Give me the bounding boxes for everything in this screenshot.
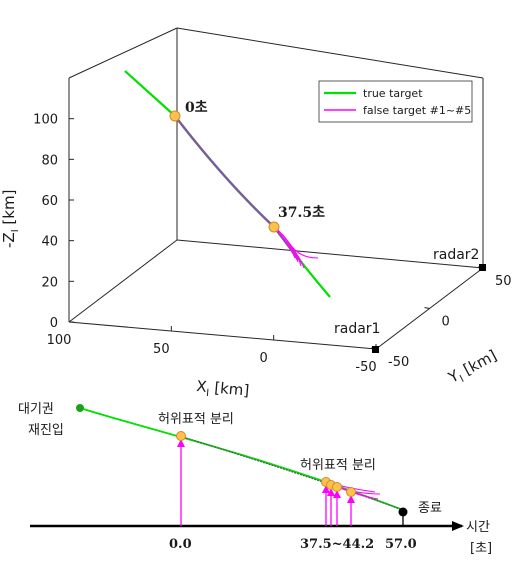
axis-line-top-left bbox=[68, 27, 178, 79]
axis-line-top-right bbox=[176, 27, 484, 79]
x-axis-label: XI [km] bbox=[195, 377, 250, 403]
time-tick-1: 37.5~44.2 bbox=[300, 537, 374, 552]
annotation-0s: 0초 bbox=[185, 100, 208, 116]
legend-label-true: true target bbox=[363, 87, 423, 100]
time-axis-label-line1: 시간 bbox=[466, 520, 490, 535]
true-target-path-pre bbox=[124, 70, 176, 117]
time-axis-label-line2: [초] bbox=[470, 541, 492, 556]
event-marker-0s bbox=[169, 110, 181, 122]
z-tick-label-5: 100 bbox=[33, 113, 58, 128]
z-tick-label-2: 40 bbox=[41, 235, 58, 250]
time-tick-0: 0.0 bbox=[169, 537, 192, 552]
radar1-marker bbox=[372, 346, 379, 353]
end-marker bbox=[398, 507, 408, 517]
separation-marker-1 bbox=[176, 431, 186, 441]
radar2-label: radar2 bbox=[433, 247, 479, 263]
y-tick-label-1: 0 bbox=[442, 315, 450, 330]
time-axis-label: 시간 [초] bbox=[466, 520, 494, 556]
radar2-marker bbox=[479, 264, 486, 271]
z-tick-label-0: 0 bbox=[50, 316, 58, 331]
legend: true target false target #1~#5 bbox=[318, 80, 473, 123]
time-tick-2: 57.0 bbox=[385, 537, 417, 552]
z-tick-label-4: 80 bbox=[41, 153, 58, 168]
x-tick-label-2: 0 bbox=[260, 351, 268, 366]
false-target-paths-3d bbox=[273, 226, 319, 269]
timeline: 대기권 재진입 시간 [초] 허위표적 분리 bbox=[18, 402, 494, 556]
separation-marker-2d bbox=[346, 487, 356, 497]
label-reentry: 대기권 재진입 bbox=[18, 402, 64, 438]
label-reentry-line1: 대기권 bbox=[18, 402, 54, 417]
axis-line-floor-right bbox=[176, 239, 484, 269]
arrows-separation-2 bbox=[322, 485, 355, 526]
separation-marker-2c bbox=[332, 482, 342, 492]
x-tick-label-1: 50 bbox=[153, 342, 170, 357]
y-tick-label-0: -50 bbox=[388, 355, 409, 370]
x-axis-line bbox=[68, 321, 377, 350]
annotation-37-5s: 37.5초 bbox=[278, 205, 325, 221]
legend-label-false: false target #1~#5 bbox=[363, 104, 471, 117]
x-tick-label-0: 100 bbox=[47, 333, 72, 348]
label-reentry-line2: 재진입 bbox=[28, 423, 64, 438]
legend-box bbox=[318, 80, 473, 123]
timeline-overlap-path bbox=[179, 435, 404, 511]
false-target-path-5 bbox=[286, 240, 305, 269]
y-axis-label: YI [km] bbox=[445, 346, 502, 389]
plot-3d-ticks: 0 20 40 60 80 100 100 50 0 -50 -50 0 50 bbox=[33, 113, 511, 375]
y-tick-mark-1 bbox=[424, 307, 430, 309]
false-target-path-overlap bbox=[174, 115, 300, 261]
label-separation-1: 허위표적 분리 bbox=[158, 412, 234, 427]
reentry-marker bbox=[76, 404, 84, 412]
z-tick-label-3: 60 bbox=[41, 194, 58, 209]
label-end: 종료 bbox=[418, 501, 442, 516]
radar1-label: radar1 bbox=[334, 321, 380, 337]
label-separation-2: 허위표적 분리 bbox=[300, 458, 376, 473]
axis-line-floor-left bbox=[68, 239, 178, 323]
event-marker-37-5s bbox=[268, 221, 280, 233]
x-tick-label-3: -50 bbox=[355, 360, 376, 375]
plot-3d: 0 20 40 60 80 100 100 50 0 -50 -50 0 50 -ZI [km] XI … bbox=[0, 27, 512, 403]
z-axis-label: -ZI [km] bbox=[0, 190, 21, 248]
z-tick-label-1: 20 bbox=[41, 275, 58, 290]
y-tick-label-2: 50 bbox=[495, 274, 512, 289]
